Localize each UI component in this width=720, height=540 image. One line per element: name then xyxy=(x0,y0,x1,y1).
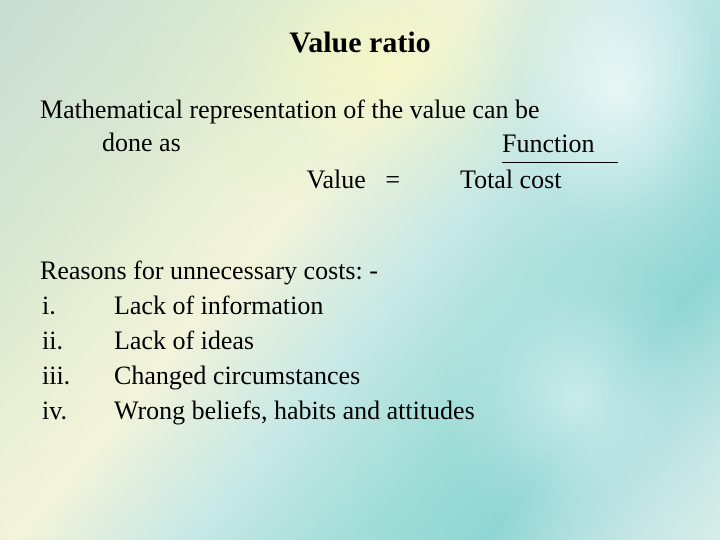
reasons-list: i. Lack of information ii. Lack of ideas… xyxy=(40,288,680,428)
formula-denominator: Total cost xyxy=(420,164,600,197)
intro-line-1: Mathematical representation of the value… xyxy=(40,94,680,127)
reasons-block: Reasons for unnecessary costs: - i. Lack… xyxy=(40,253,680,428)
list-item-number: iii. xyxy=(40,358,114,393)
list-item-number: ii. xyxy=(40,323,114,358)
list-item-text: Changed circumstances xyxy=(114,358,680,393)
formula-row: Value = Total cost xyxy=(40,164,680,197)
list-item-number: iv. xyxy=(40,393,114,428)
reasons-heading: Reasons for unnecessary costs: - xyxy=(40,253,680,288)
list-item-text: Lack of information xyxy=(114,288,680,323)
intro-line-2: done as xyxy=(40,127,502,163)
list-item: iii. Changed circumstances xyxy=(40,358,680,393)
slide-title: Value ratio xyxy=(40,26,680,60)
list-item-number: i. xyxy=(40,288,114,323)
formula-fraction: Function xyxy=(502,127,642,163)
list-item: iv. Wrong beliefs, habits and attitudes xyxy=(40,393,680,428)
intro-text: Mathematical representation of the value… xyxy=(40,94,680,162)
list-item: i. Lack of information xyxy=(40,288,680,323)
list-item-text: Lack of ideas xyxy=(114,323,680,358)
slide: Value ratio Mathematical representation … xyxy=(0,0,720,540)
formula-numerator: Function xyxy=(502,128,618,164)
list-item: ii. Lack of ideas xyxy=(40,323,680,358)
formula-rhs: Total cost xyxy=(420,164,600,197)
formula-lhs: Value = xyxy=(40,164,420,197)
list-item-text: Wrong beliefs, habits and attitudes xyxy=(114,393,680,428)
